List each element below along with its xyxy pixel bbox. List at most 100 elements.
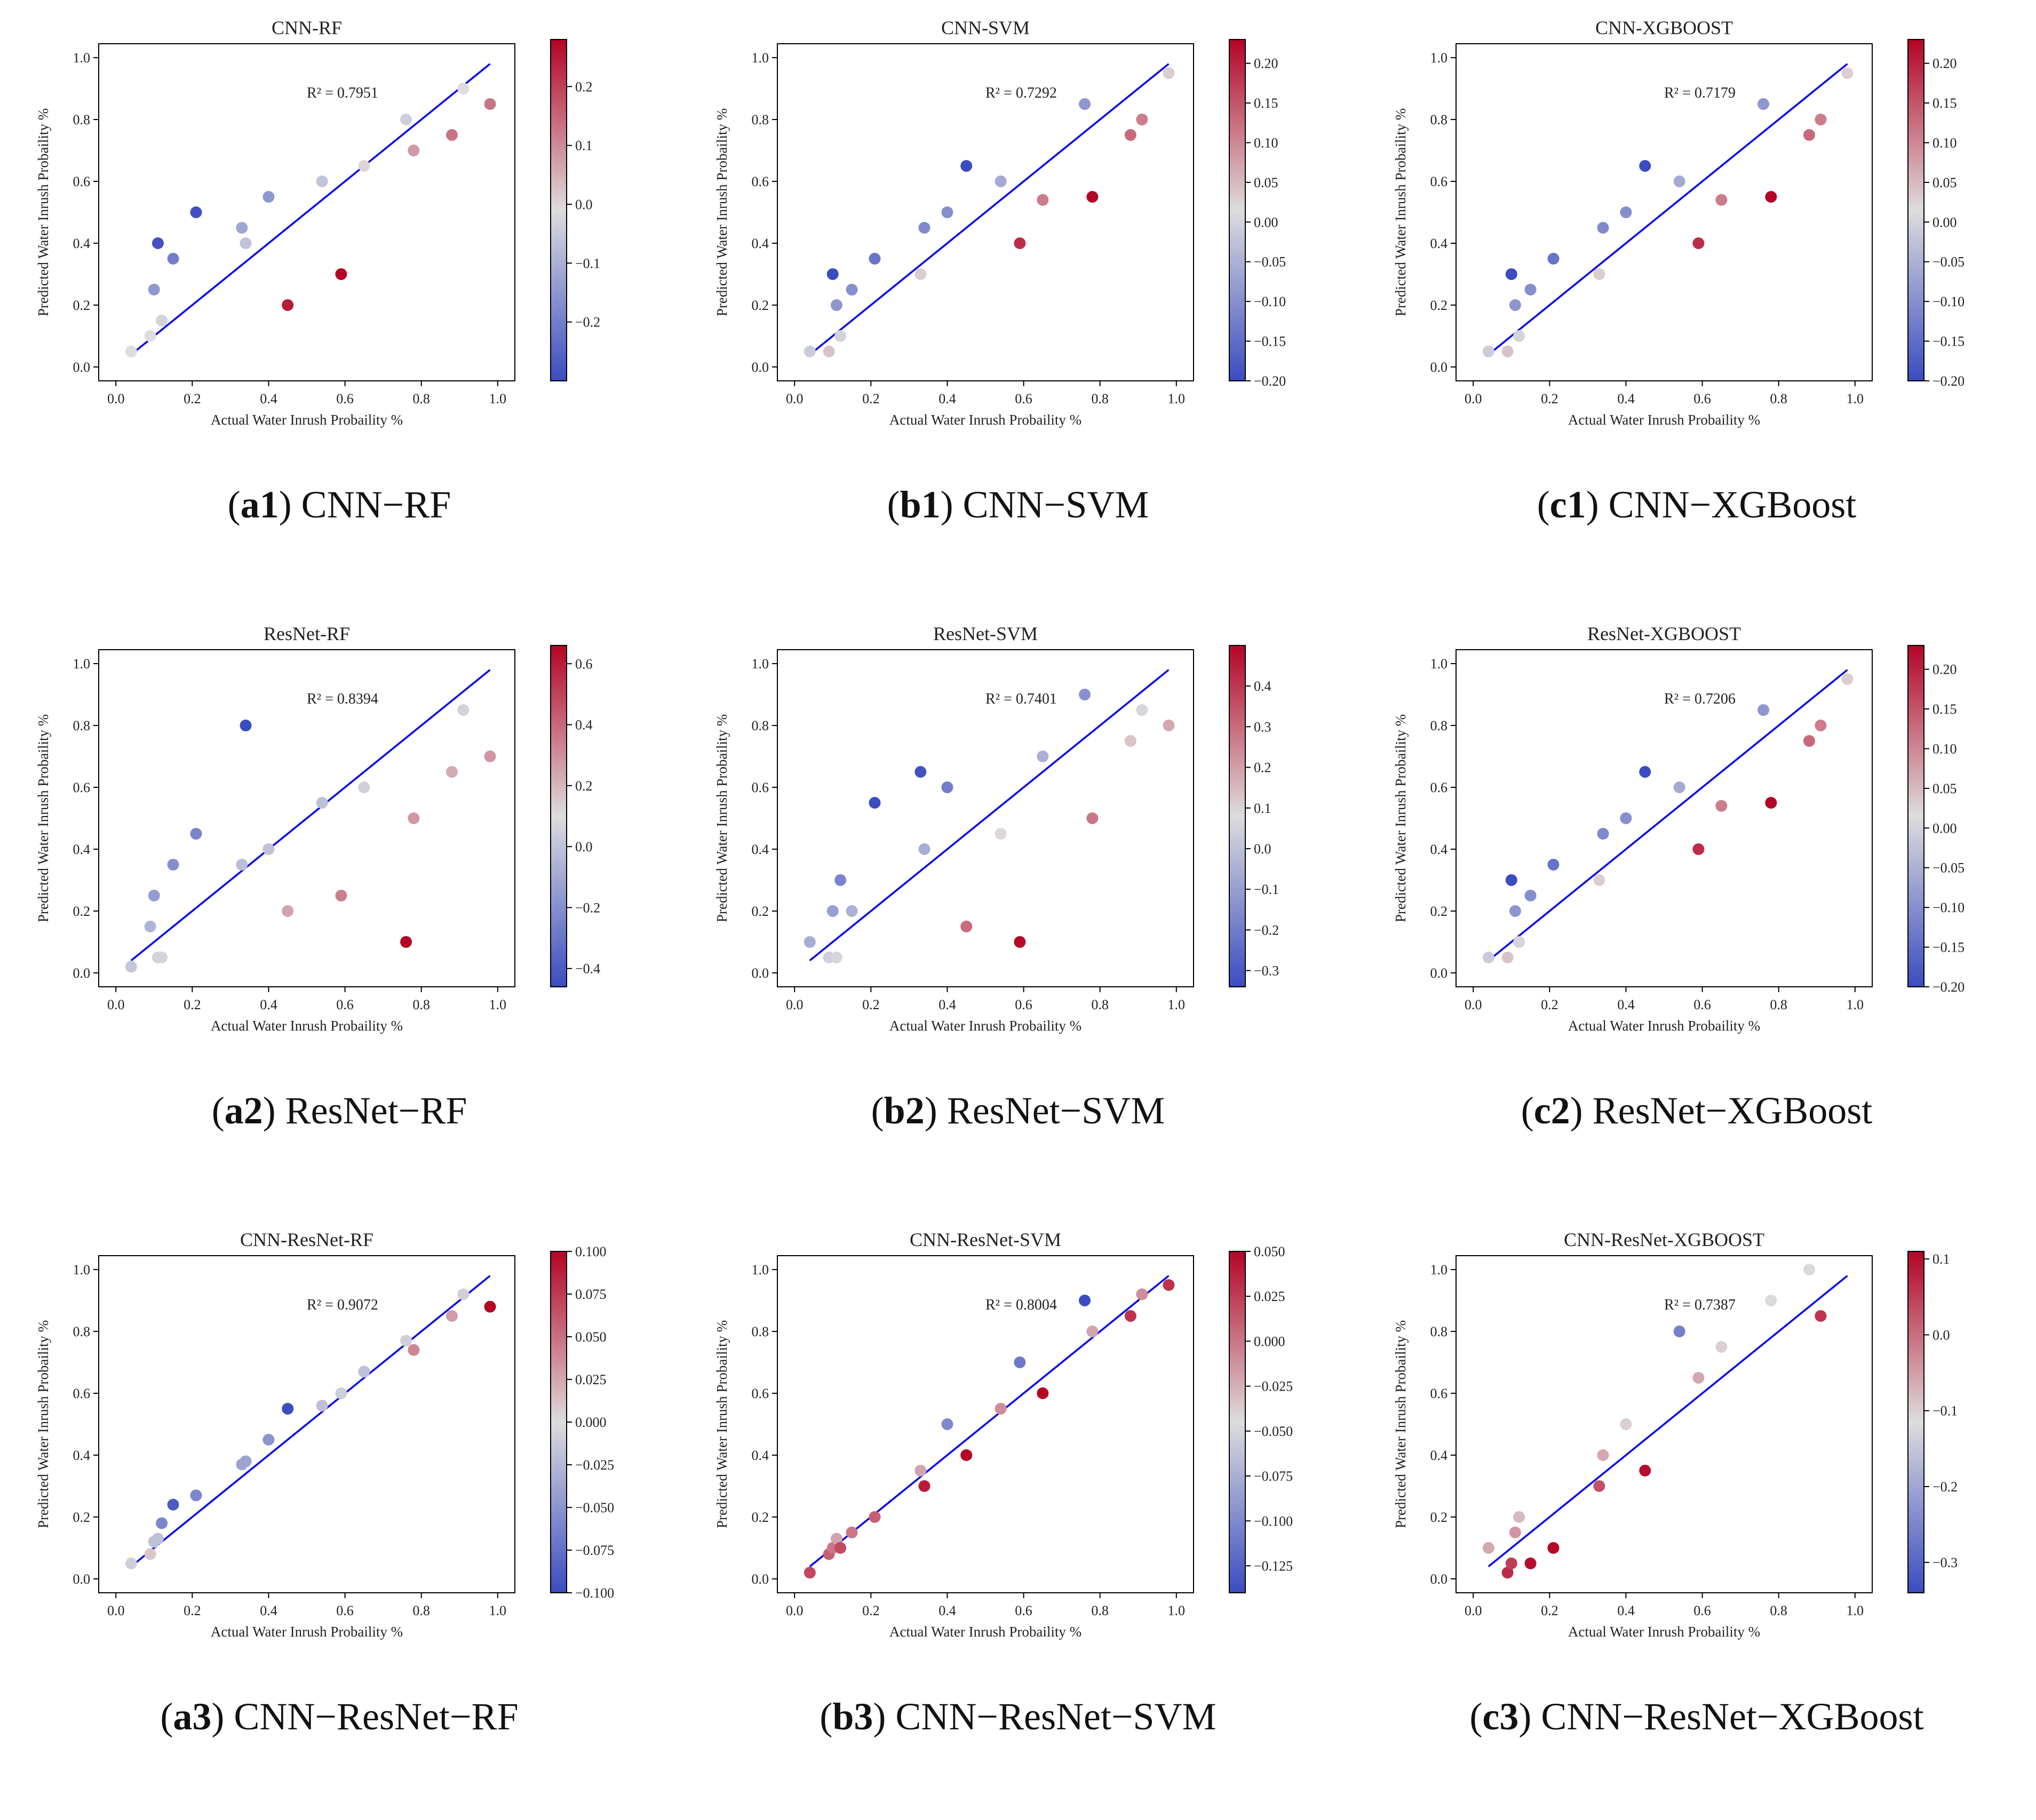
- panel-caption: (c1) CNN−XGBoost: [1357, 483, 2036, 527]
- x-tick-label: 0.2: [1541, 997, 1558, 1012]
- colorbar-tick-label: −0.125: [1254, 1558, 1293, 1574]
- panel-caption: (a1) CNN−RF: [0, 483, 679, 527]
- fit-line: [130, 669, 491, 962]
- x-tick-label: 1.0: [489, 997, 507, 1012]
- plot-frame: [777, 43, 1194, 381]
- data-point: [446, 129, 458, 141]
- colorbar-tick-label: −0.075: [1254, 1468, 1293, 1484]
- caption-tag-label: c2: [1533, 1089, 1570, 1132]
- colorbar-tick-label: 0.2: [575, 778, 593, 794]
- colorbar-tick-label: 0.2: [575, 79, 593, 94]
- data-point: [1597, 221, 1609, 234]
- data-point: [834, 330, 847, 342]
- data-point: [156, 951, 168, 963]
- colorbar-tick-label: −0.2: [1254, 922, 1279, 938]
- plot-frame: [777, 1255, 1194, 1593]
- colorbar-tick-label: 0.20: [1932, 56, 1957, 71]
- data-point: [804, 1567, 816, 1579]
- data-point: [1815, 1310, 1827, 1322]
- caption-tag: (a3): [160, 1695, 234, 1738]
- data-point: [1673, 175, 1685, 188]
- x-axis-label: Actual Water Inrush Probaility %: [211, 1018, 403, 1034]
- y-tick-label: 0.2: [1430, 298, 1448, 313]
- caption-tag: (a2): [211, 1089, 285, 1132]
- y-tick-label: 0.4: [752, 1448, 769, 1463]
- data-point: [1136, 704, 1148, 716]
- plot-frame: [98, 43, 515, 381]
- x-axis-label: Actual Water Inrush Probaility %: [889, 1624, 1081, 1640]
- data-point: [1501, 1567, 1514, 1579]
- r-squared-annotation: R² = 0.8394: [307, 691, 378, 707]
- colorbar-tick-label: −0.025: [1254, 1379, 1293, 1394]
- x-tick-label: 0.8: [1091, 391, 1109, 406]
- colorbar-tick-label: −0.1: [1254, 882, 1279, 897]
- colorbar-tick-label: 0.00: [1254, 214, 1278, 230]
- colorbar-tick-label: −0.15: [1932, 334, 1965, 349]
- caption-text: CNN−RF: [301, 483, 451, 526]
- colorbar-tick-label: 0.6: [575, 656, 593, 672]
- chart-panel-b2: ResNet-SVM 0.0 0.2 0.4 0.6 0.8 1.0 0.0 0.2 0.4 0.6…: [679, 606, 1357, 1214]
- data-point: [167, 858, 179, 871]
- caption-tag: (b1): [887, 483, 963, 526]
- scatter-plot: CNN-ResNet-XGBOOST 0.0 0.2 0.4 0.6 0.8 1.0 0.0 0…: [1393, 1229, 1958, 1640]
- colorbar: [550, 1251, 567, 1593]
- x-tick-label: 0.2: [184, 997, 201, 1012]
- data-point: [1547, 252, 1560, 265]
- x-tick-label: 0.8: [412, 997, 430, 1012]
- data-point: [1509, 299, 1521, 311]
- data-point: [408, 812, 420, 824]
- x-tick-label: 0.8: [1091, 1603, 1109, 1618]
- x-axis-label: Actual Water Inrush Probaility %: [889, 412, 1081, 428]
- data-point: [1014, 936, 1026, 948]
- figure-grid: CNN-RF 0.0 0.2 0.4 0.6 0.8 1.0 0.0 0.2 0.4 0.6 0.8 1…: [0, 0, 2036, 1739]
- data-point: [1757, 704, 1770, 716]
- y-tick-label: 0.6: [1430, 1386, 1448, 1401]
- data-point: [918, 1480, 930, 1492]
- y-tick-label: 0.0: [73, 360, 91, 375]
- colorbar-tick-label: 0.050: [1254, 1244, 1285, 1259]
- y-tick-label: 0.6: [73, 174, 91, 189]
- data-point: [1715, 1341, 1728, 1353]
- y-tick-label: 1.0: [752, 50, 769, 66]
- y-axis-label: Predicted Water Inrush Probaility %: [714, 108, 730, 316]
- x-tick-label: 0.2: [184, 391, 201, 406]
- fit-line: [809, 63, 1170, 356]
- caption-tag-label: a2: [224, 1089, 263, 1132]
- data-point: [1163, 720, 1175, 732]
- data-point: [1803, 1264, 1815, 1276]
- y-tick-label: 0.0: [752, 360, 769, 375]
- y-tick-label: 0.0: [1430, 1571, 1448, 1587]
- data-point: [358, 160, 370, 172]
- x-axis-label: Actual Water Inrush Probaility %: [889, 1018, 1081, 1034]
- y-tick-label: 0.2: [752, 298, 769, 313]
- data-point: [1524, 1557, 1537, 1569]
- y-tick-label: 0.0: [752, 965, 769, 981]
- data-point: [400, 1335, 412, 1347]
- y-axis-label: Predicted Water Inrush Probaility %: [35, 1320, 51, 1528]
- y-tick-label: 0.2: [752, 904, 769, 919]
- data-point: [1673, 1326, 1685, 1338]
- y-tick-label: 0.0: [1430, 360, 1448, 375]
- data-point: [1547, 1542, 1560, 1554]
- y-tick-label: 0.8: [752, 718, 769, 733]
- x-tick-label: 0.0: [107, 1603, 125, 1618]
- y-tick-label: 0.4: [1430, 842, 1448, 857]
- panel-caption: (b3) CNN−ResNet−SVM: [679, 1695, 1357, 1739]
- data-point: [1037, 194, 1049, 206]
- x-tick-label: 0.6: [1693, 997, 1711, 1012]
- chart-panel-b1: CNN-SVM 0.0 0.2 0.4 0.6 0.8 1.0 0.0 0.2 0.4 0.6 0.8…: [679, 0, 1357, 608]
- data-point: [960, 160, 973, 172]
- data-point: [1620, 206, 1632, 218]
- colorbar-tick-label: −0.05: [1254, 254, 1286, 270]
- y-tick-label: 0.4: [73, 236, 91, 251]
- chart-panel-c1: CNN-XGBOOST 0.0 0.2 0.4 0.6 0.8 1.0 0.0 0.2 0.4 0.…: [1357, 0, 2036, 608]
- data-point: [263, 191, 275, 203]
- x-axis-label: Actual Water Inrush Probaility %: [1568, 1018, 1760, 1034]
- data-point: [995, 827, 1007, 840]
- data-point: [190, 827, 202, 840]
- data-point: [1815, 720, 1827, 732]
- colorbar-tick-label: 0.20: [1932, 662, 1957, 677]
- x-tick-label: 0.6: [336, 391, 354, 406]
- x-tick-label: 0.8: [1770, 1603, 1787, 1618]
- colorbar-tick-label: −0.20: [1932, 373, 1965, 389]
